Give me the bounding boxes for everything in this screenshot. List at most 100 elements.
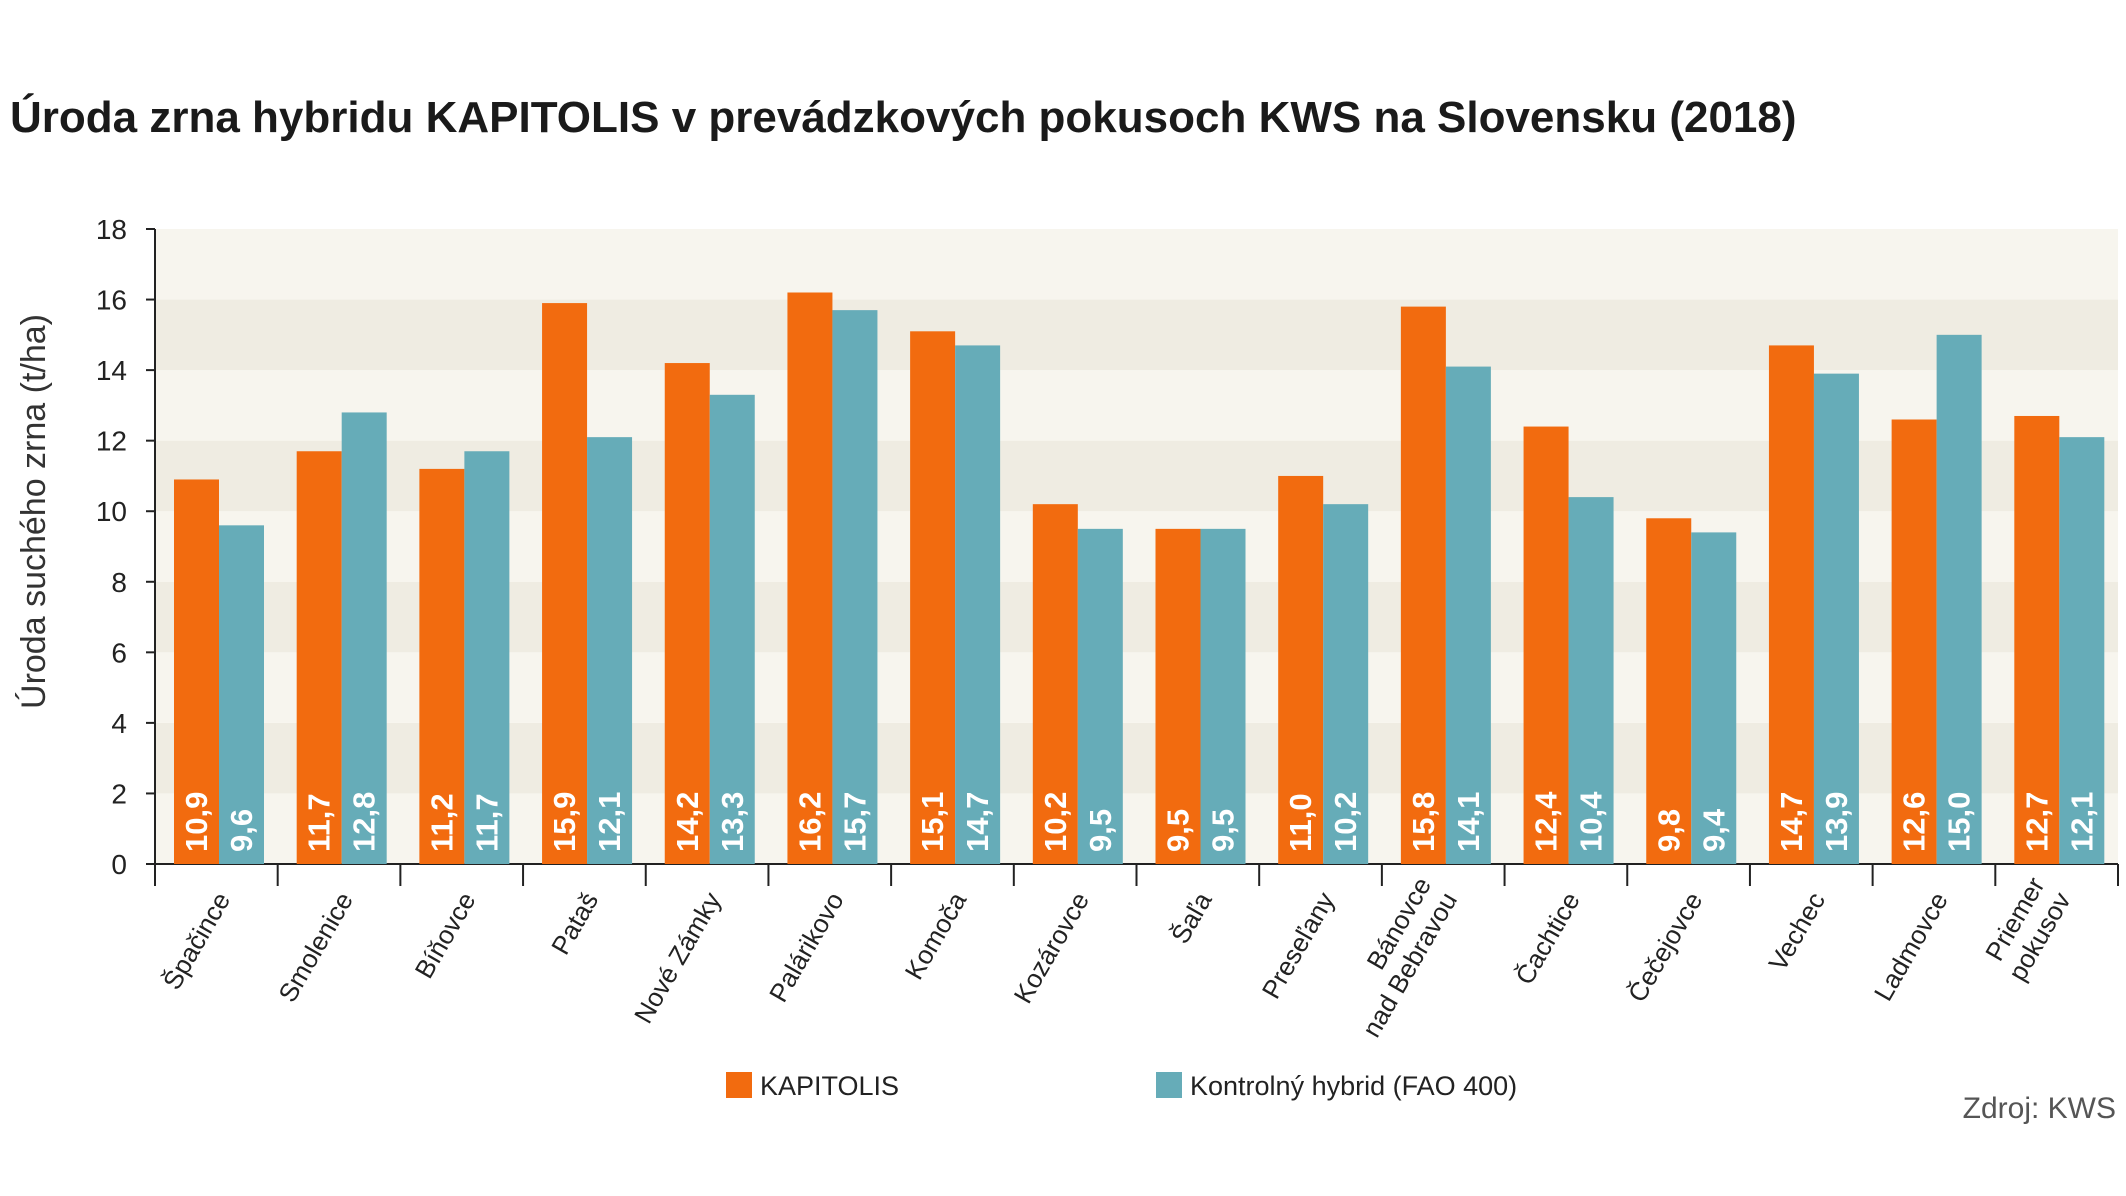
svg-text:Pataš: Pataš — [545, 887, 604, 960]
bar-kontrolny-hybrid — [1445, 366, 1491, 864]
bar-kapitolis — [2014, 415, 2060, 864]
value-label: 14,7 — [960, 792, 995, 852]
x-tick-label: Vechec — [1763, 887, 1832, 976]
value-label: 14,1 — [1451, 792, 1486, 852]
value-label: 11,7 — [302, 793, 337, 852]
y-tick-label: 4 — [111, 708, 127, 739]
svg-text:Vechec: Vechec — [1763, 887, 1832, 976]
value-label: 12,8 — [347, 792, 382, 852]
bar-kontrolny-hybrid — [341, 412, 387, 864]
svg-text:Šaľa: Šaľa — [1165, 887, 1218, 949]
bar-kapitolis — [419, 468, 465, 864]
y-axis-label: Úroda suchého zrna (t/ha) — [15, 314, 53, 709]
value-label: 9,5 — [1083, 809, 1118, 852]
y-tick-label: 18 — [96, 214, 127, 245]
bar-kapitolis — [296, 451, 342, 864]
bar-kontrolny-hybrid — [1200, 528, 1246, 864]
value-label: 11,7 — [469, 793, 504, 852]
svg-text:Ladmovce: Ladmovce — [1868, 887, 1954, 1006]
svg-text:Čachtice: Čachtice — [1509, 887, 1586, 990]
legend-label: KAPITOLIS — [760, 1071, 899, 1101]
x-tick-label: Ladmovce — [1868, 887, 1954, 1006]
svg-text:Bíňovce: Bíňovce — [409, 887, 482, 983]
x-tick-label: Bánovcenad Bebravou — [1330, 872, 1463, 1042]
svg-text:Komoča: Komoča — [899, 887, 973, 985]
bar-kontrolny-hybrid — [1323, 504, 1369, 864]
value-label: 14,2 — [670, 792, 705, 852]
bar-kontrolny-hybrid — [2059, 437, 2105, 864]
legend: KAPITOLIS Kontrolný hybrid (FAO 400) — [726, 1071, 1517, 1101]
value-label: 9,5 — [1206, 809, 1241, 852]
svg-text:Nové Zámky: Nové Zámky — [628, 887, 727, 1028]
bar-kontrolny-hybrid — [219, 525, 264, 864]
bar-kapitolis — [1155, 528, 1201, 864]
y-tick-label: 2 — [111, 778, 127, 809]
bar-kontrolny-hybrid — [832, 310, 878, 864]
bar-kapitolis — [1400, 306, 1446, 865]
bar-kapitolis — [1523, 426, 1569, 864]
value-label: 9,4 — [1696, 808, 1731, 852]
value-label: 13,3 — [715, 792, 750, 852]
legend-swatch — [726, 1072, 752, 1098]
x-tick-label: Kozárovce — [1008, 887, 1095, 1008]
svg-text:Bánovcenad Bebravou: Bánovcenad Bebravou — [1330, 872, 1463, 1042]
svg-text:Kozárovce: Kozárovce — [1008, 887, 1095, 1008]
value-label: 12,4 — [1529, 791, 1564, 852]
bar-kapitolis — [174, 479, 219, 864]
bar-kapitolis — [542, 303, 588, 864]
value-label: 13,9 — [1819, 792, 1854, 852]
x-tick-label: Bíňovce — [409, 887, 482, 983]
x-tick-label: Smolenice — [272, 887, 359, 1007]
x-tick-label: Čachtice — [1509, 887, 1586, 990]
x-tick-label: Palárikovo — [763, 887, 850, 1007]
bar-kontrolny-hybrid — [1691, 532, 1737, 864]
bar-kapitolis — [1768, 345, 1814, 865]
grid-band — [155, 229, 2118, 300]
x-tick-label: Nové Zámky — [628, 887, 727, 1028]
chart-title: Úroda zrna hybridu KAPITOLIS v prevádzko… — [10, 92, 1797, 142]
bar-kapitolis — [910, 331, 956, 864]
svg-text:Palárikovo: Palárikovo — [763, 887, 850, 1007]
y-tick-label: 0 — [111, 849, 127, 880]
x-tick-label: Čečejovce — [1622, 887, 1709, 1007]
x-tick-label: Preseľany — [1256, 887, 1341, 1004]
value-label: 12,6 — [1897, 792, 1932, 852]
value-label: 11,2 — [424, 793, 459, 852]
value-label: 15,8 — [1406, 792, 1441, 852]
y-tick-label: 12 — [96, 426, 127, 457]
bar-kontrolny-hybrid — [464, 451, 510, 864]
bar-kapitolis — [1032, 504, 1078, 864]
bar-kapitolis — [1278, 475, 1324, 864]
value-label: 15,0 — [1942, 792, 1977, 852]
x-tick-label: Komoča — [899, 887, 973, 985]
bar-kontrolny-hybrid — [1568, 497, 1614, 864]
value-label: 9,6 — [224, 809, 259, 852]
value-label: 11,0 — [1283, 793, 1318, 852]
value-label: 10,2 — [1328, 792, 1363, 852]
svg-text:Smolenice: Smolenice — [272, 887, 359, 1007]
value-label: 9,8 — [1651, 809, 1686, 852]
y-tick-label: 14 — [96, 355, 127, 386]
svg-text:Špačince: Špačince — [157, 887, 236, 995]
value-label: 9,5 — [1161, 809, 1196, 852]
y-tick-label: 6 — [111, 637, 127, 668]
value-label: 15,1 — [915, 792, 950, 852]
value-label: 12,1 — [592, 792, 627, 852]
value-label: 10,4 — [1574, 791, 1609, 852]
y-tick-label: 8 — [111, 567, 127, 598]
bar-kapitolis — [664, 363, 710, 864]
value-label: 16,2 — [792, 792, 827, 852]
y-tick-label: 10 — [96, 496, 127, 527]
legend-label: Kontrolný hybrid (FAO 400) — [1190, 1071, 1517, 1101]
x-tick-label: Priemerpokusov — [1976, 872, 2077, 986]
value-label: 10,2 — [1038, 792, 1073, 852]
svg-text:Priemerpokusov: Priemerpokusov — [1976, 872, 2077, 986]
bar-kapitolis — [1646, 518, 1692, 864]
bar-kapitolis — [1891, 419, 1937, 864]
bar-kapitolis — [787, 292, 833, 864]
y-tick-label: 16 — [96, 285, 127, 316]
value-label: 14,7 — [1774, 792, 1809, 852]
svg-text:Čečejovce: Čečejovce — [1622, 887, 1709, 1007]
bar-kontrolny-hybrid — [1936, 334, 1982, 864]
x-tick-labels: Špačince Smolenice Bíňovce Pataš Nové Zámky P… — [157, 872, 2077, 1043]
